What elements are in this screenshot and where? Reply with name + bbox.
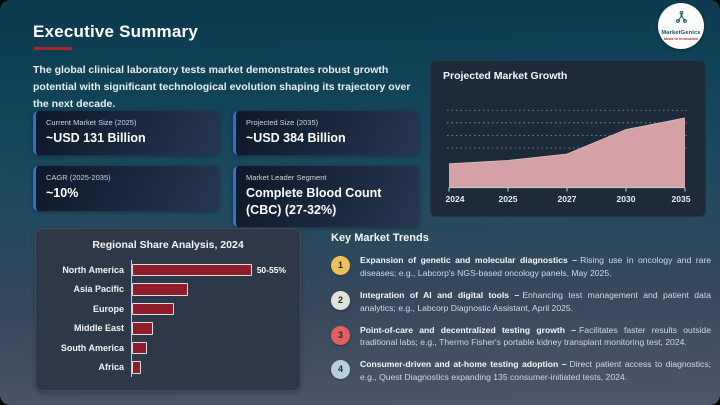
logo-tagline: Ideas to Innovation <box>663 37 699 41</box>
stat-value: Complete Blood Count (CBC) (27-32%) <box>246 186 382 217</box>
molecule-icon <box>675 10 688 29</box>
trend-text: Consumer-driven and at-home testing adop… <box>360 358 711 384</box>
projected-growth-panel: Projected Market Growth 2024 2025 2027 2030… <box>430 60 706 217</box>
area-shape <box>449 117 685 188</box>
stat-label: Current Market Size (2025) <box>46 118 137 127</box>
stat-label: Projected Size (2035) <box>246 118 319 127</box>
trend-number-badge: 2 <box>331 290 350 310</box>
stat-card-cagr: CAGR (2025-2035) ~10% <box>33 166 219 211</box>
projected-growth-chart: 2024 2025 2027 2030 2035 <box>446 109 691 204</box>
bar-track <box>131 299 286 319</box>
trend-lead: Expansion of genetic and molecular diagn… <box>360 255 578 265</box>
stat-value: ~USD 384 Billion <box>246 131 346 145</box>
stat-value: ~10% <box>46 186 79 201</box>
trend-lead: Point-of-care and decentralized testing … <box>360 324 577 335</box>
bar-row: South America <box>50 338 286 358</box>
bar-track <box>131 318 286 338</box>
x-axis-label: 2025 <box>499 194 518 204</box>
bar-category-label: Middle East <box>73 323 124 334</box>
trend-lead: Integration of AI and digital tools – <box>360 289 520 300</box>
bar <box>132 341 148 354</box>
regional-share-panel: Regional Share Analysis, 2024 North Amer… <box>35 228 301 391</box>
trend-item-2: 2 Integration of AI and digital tools – E… <box>331 289 711 315</box>
trend-number-badge: 3 <box>331 325 350 345</box>
trend-desc: Enhancing test management and patient da… <box>360 289 711 313</box>
area-edge <box>448 117 686 165</box>
stat-cards: Current Market Size (2025) ~USD 131 Bill… <box>33 111 419 227</box>
bar-row: Africa <box>50 357 286 377</box>
bar-category-label: Europe <box>92 303 124 314</box>
trend-desc: Direct patient access to diagnostics; e.… <box>360 359 712 383</box>
bar <box>132 361 141 374</box>
stat-label: CAGR (2025-2035) <box>46 173 111 183</box>
trend-text: Point-of-care and decentralized testing … <box>360 324 711 350</box>
x-axis-label: 2027 <box>558 194 577 204</box>
bar-row: Asia Pacific <box>50 279 286 299</box>
bar-row: North America 50-55% <box>50 260 286 280</box>
bar <box>132 283 189 296</box>
trends-title: Key Market Trends <box>331 232 429 244</box>
bar-category-label: North America <box>62 264 124 275</box>
bar <box>132 302 175 315</box>
bar-row: Middle East <box>50 318 286 338</box>
trend-desc: Facilitates faster results outside tradi… <box>360 324 711 348</box>
x-axis-label: 2030 <box>617 194 636 204</box>
trend-number-badge: 1 <box>331 256 350 275</box>
company-logo: MarketGenics Ideas to Innovation <box>658 3 704 49</box>
trend-item-1: 1 Expansion of genetic and molecular dia… <box>331 254 711 280</box>
bar-category-label: South America <box>60 342 124 353</box>
stat-card-current-market-size: Current Market Size (2025) ~USD 131 Bill… <box>33 111 219 156</box>
intro-paragraph: The global clinical laboratory tests mar… <box>33 64 411 110</box>
trend-item-3: 3 Point-of-care and decentralized testin… <box>331 324 711 350</box>
x-axis-label: 2035 <box>672 194 691 204</box>
trend-text: Integration of AI and digital tools – Enh… <box>360 289 711 315</box>
bar-track <box>131 279 286 299</box>
bar-data-label: 50-55% <box>256 264 286 275</box>
bar-category-label: Africa <box>98 362 124 373</box>
stat-label: Market Leader Segment <box>246 173 327 183</box>
stat-value: ~USD 131 Billion <box>46 131 146 145</box>
trend-number-badge: 4 <box>331 360 350 380</box>
trend-item-4: 4 Consumer-driven and at-home testing ad… <box>331 358 711 384</box>
title-underline <box>34 47 72 50</box>
stat-card-projected-size: Projected Size (2035) ~USD 384 Billion <box>233 111 419 156</box>
bar <box>132 322 153 335</box>
key-market-trends: Key Market Trends 1 Expansion of genetic… <box>331 232 711 393</box>
logo-name: MarketGenics <box>661 30 701 36</box>
bar-category-label: Asia Pacific <box>73 284 124 295</box>
regional-bar-chart: North America 50-55% Asia Pacific Europe Mid… <box>50 260 286 377</box>
growth-chart-title: Projected Market Growth <box>443 70 568 82</box>
bar-track <box>131 338 286 358</box>
bar-track <box>131 357 286 377</box>
trend-lead: Consumer-driven and at-home testing adop… <box>360 359 567 370</box>
bar-track: 50-55% <box>131 260 286 280</box>
trend-desc: Rising use in oncology and rare diseases… <box>360 255 712 278</box>
stat-card-market-leader: Market Leader Segment Complete Blood Cou… <box>233 166 419 227</box>
page-title: Executive Summary <box>33 22 198 41</box>
regional-chart-title: Regional Share Analysis, 2024 <box>92 239 244 251</box>
bar <box>132 263 252 276</box>
bar-row: Europe <box>50 299 286 319</box>
trend-text: Expansion of genetic and molecular diagn… <box>360 254 711 280</box>
x-axis-label: 2024 <box>446 194 465 204</box>
